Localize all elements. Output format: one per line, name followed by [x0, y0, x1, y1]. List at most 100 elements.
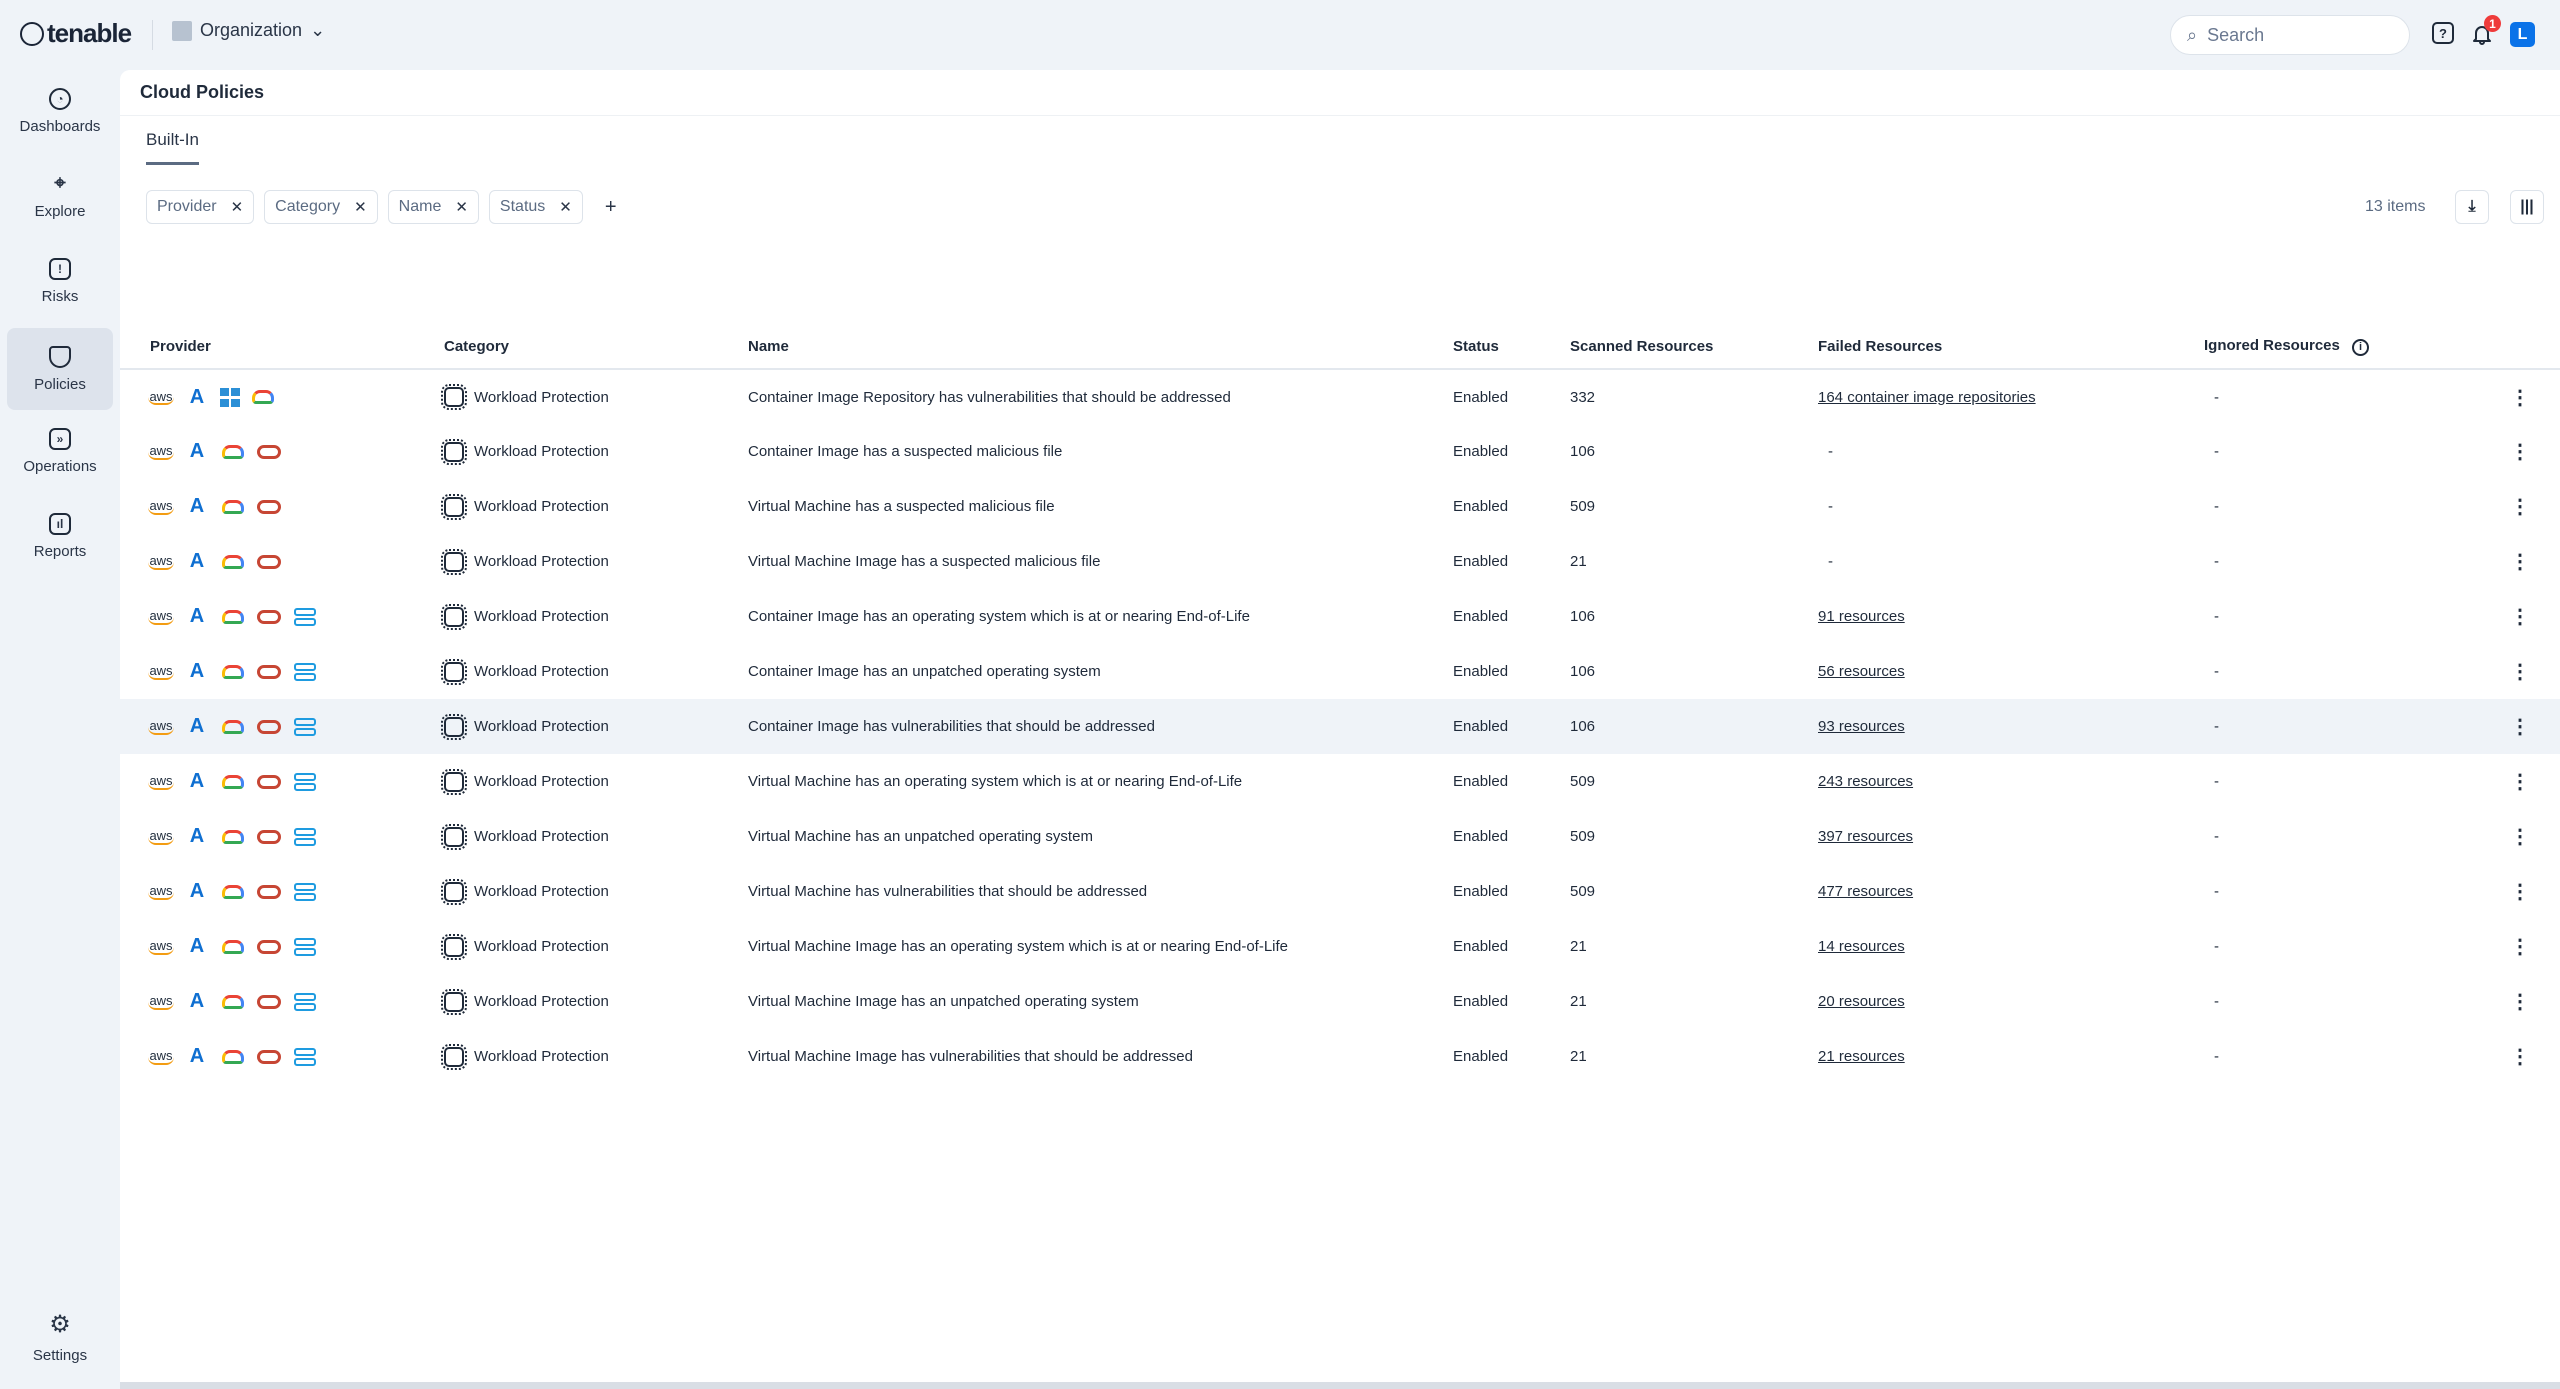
col-ignored[interactable]: Ignored Resources i	[2204, 324, 2480, 370]
failed-resources-link[interactable]: 91 resources	[1818, 608, 1905, 625]
table-row[interactable]: aws A Workload Protection Container Image…	[120, 369, 2560, 424]
failed-resources-link[interactable]: 243 resources	[1818, 773, 1914, 790]
sidebar-item-settings[interactable]: ⚙ Settings	[7, 1296, 113, 1378]
sidebar-item-policies[interactable]: Policies	[7, 328, 113, 410]
tab-built-in[interactable]: Built-In	[146, 130, 199, 165]
table-row[interactable]: aws A Workload Protection Virtual Machine…	[120, 479, 2560, 534]
col-failed[interactable]: Failed Resources	[1818, 324, 2204, 370]
failed-resources-link[interactable]: 397 resources	[1818, 828, 1914, 845]
gcp-icon	[220, 497, 246, 517]
row-actions-menu-icon[interactable]: ⋮	[2510, 881, 2530, 903]
filter-chip-category[interactable]: Category ✕	[264, 190, 378, 224]
ignored-cell: -	[2214, 663, 2219, 680]
failed-resources-link[interactable]: 164 container image repositories	[1818, 388, 2036, 406]
azure-icon: A	[189, 550, 205, 572]
table-row[interactable]: aws A Workload Protection Virtual Machine…	[120, 1029, 2560, 1084]
name-cell[interactable]: Container Image has an unpatched operati…	[748, 663, 1101, 680]
row-actions-menu-icon[interactable]: ⋮	[2480, 699, 2560, 754]
sidebar-item-risks[interactable]: ! Risks	[7, 240, 113, 322]
tenable-logo[interactable]: tenable	[20, 18, 132, 49]
row-actions-menu-icon[interactable]: ⋮	[2510, 386, 2530, 409]
failed-cell: -	[1818, 424, 2204, 479]
close-icon[interactable]: ✕	[559, 199, 572, 216]
row-actions-menu-icon[interactable]: ⋮	[2510, 771, 2530, 793]
scanned-cell: 21	[1570, 938, 1587, 955]
name-cell[interactable]: Virtual Machine has vulnerabilities that…	[748, 883, 1148, 900]
columns-button[interactable]: |||	[2510, 190, 2544, 224]
col-status[interactable]: Status	[1453, 324, 1570, 370]
table-row[interactable]: aws A Workload Protection Virtual Machine…	[120, 919, 2560, 974]
download-button[interactable]: ⤓	[2455, 190, 2489, 224]
name-cell[interactable]: Virtual Machine Image has an unpatched o…	[748, 993, 1139, 1010]
name-cell[interactable]: Virtual Machine has an unpatched operati…	[748, 828, 1093, 845]
search-input[interactable]: ⌕ Search	[2170, 15, 2410, 55]
oracle-icon	[256, 882, 282, 902]
info-icon[interactable]: i	[2352, 338, 2370, 356]
table-row[interactable]: aws A Workload Protection Container Image…	[120, 589, 2560, 644]
failed-resources-link[interactable]: 21 resources	[1818, 1048, 1905, 1065]
col-name[interactable]: Name	[748, 324, 1453, 370]
organization-selector[interactable]: Organization ⌄	[172, 20, 325, 41]
gcp-icon	[220, 717, 246, 737]
col-category[interactable]: Category	[444, 324, 748, 370]
ignored-cell: -	[2204, 699, 2480, 754]
add-filter-button[interactable]: +	[604, 195, 617, 218]
sidebar-item-explore[interactable]: ⌖ Explore	[7, 155, 113, 237]
filter-chip-name[interactable]: Name ✕	[387, 190, 479, 224]
row-actions-menu-icon[interactable]: ⋮	[2510, 991, 2530, 1013]
row-actions-menu-icon[interactable]: ⋮	[2510, 551, 2530, 573]
col-provider[interactable]: Provider	[120, 324, 444, 370]
top-bar: tenable Organization ⌄ ⌕ Search ? 1 L	[0, 0, 2560, 70]
name-cell[interactable]: Container Image has an operating system …	[748, 608, 1250, 625]
name-cell[interactable]: Virtual Machine Image has a suspected ma…	[748, 553, 1101, 570]
row-actions-menu-icon[interactable]: ⋮	[2510, 1046, 2530, 1068]
avatar[interactable]: L	[2510, 22, 2535, 47]
table-row[interactable]: aws A Workload Protection Virtual Machine…	[120, 754, 2560, 809]
close-icon[interactable]: ✕	[354, 199, 367, 216]
failed-resources-link[interactable]: 14 resources	[1818, 938, 1905, 955]
table-row[interactable]: aws A Workload Protection Virtual Machine…	[120, 534, 2560, 589]
table-row[interactable]: aws A Workload Protection Container Image…	[120, 644, 2560, 699]
name-cell[interactable]: Container Image has a suspected maliciou…	[748, 443, 1063, 460]
table-row[interactable]: aws A Workload Protection Virtual Machine…	[120, 809, 2560, 864]
name-cell[interactable]: Virtual Machine Image has vulnerabilitie…	[748, 1048, 1193, 1065]
col-scanned[interactable]: Scanned Resources	[1570, 324, 1818, 370]
row-actions-menu-icon[interactable]: ⋮	[2510, 936, 2530, 958]
status-cell: Enabled	[1453, 663, 1509, 680]
sidebar-item-dashboards[interactable]: ◔ Dashboards	[7, 70, 113, 152]
sidebar-label: Reports	[33, 542, 87, 560]
close-icon[interactable]: ✕	[230, 199, 244, 216]
name-cell[interactable]: Container Image has vulnerabilities that…	[748, 699, 1453, 754]
scanned-cell: 106	[1570, 443, 1596, 460]
sidebar-item-reports[interactable]: ıl Reports	[7, 495, 113, 577]
sidebar-item-operations[interactable]: » Operations	[7, 410, 113, 492]
name-cell[interactable]: Virtual Machine Image has an operating s…	[748, 938, 1289, 955]
failed-resources-link[interactable]: 477 resources	[1818, 883, 1914, 900]
failed-resources-link[interactable]: 56 resources	[1818, 663, 1905, 680]
gcp-icon	[220, 1047, 246, 1067]
table-row[interactable]: aws A Workload Protection Container Image…	[120, 699, 2560, 754]
azure-icon: A	[189, 990, 205, 1012]
failed-resources-link[interactable]: 93 resources	[1818, 718, 1905, 735]
provider-cell: aws A	[120, 864, 444, 919]
table-row[interactable]: aws A Workload Protection Virtual Machine…	[120, 864, 2560, 919]
cpu-chip-icon	[441, 878, 467, 905]
row-actions-menu-icon[interactable]: ⋮	[2510, 606, 2530, 628]
row-actions-menu-icon[interactable]: ⋮	[2510, 661, 2530, 683]
filter-chip-status[interactable]: Status ✕	[488, 190, 583, 224]
name-cell[interactable]: Container Image Repository has vulnerabi…	[748, 388, 1231, 406]
row-actions-menu-icon[interactable]: ⋮	[2510, 441, 2530, 463]
provider-cell: aws A	[120, 589, 444, 644]
failed-resources-link[interactable]: 20 resources	[1818, 993, 1905, 1010]
name-cell[interactable]: Virtual Machine has a suspected maliciou…	[748, 498, 1055, 515]
help-icon[interactable]: ?	[2432, 22, 2454, 44]
table-row[interactable]: aws A Workload Protection Container Image…	[120, 424, 2560, 479]
category-text: Workload Protection	[474, 663, 609, 680]
row-actions-menu-icon[interactable]: ⋮	[2510, 496, 2530, 518]
close-icon[interactable]: ✕	[455, 199, 468, 216]
name-cell[interactable]: Virtual Machine has an operating system …	[748, 773, 1243, 790]
horizontal-scrollbar[interactable]	[120, 1382, 2560, 1389]
row-actions-menu-icon[interactable]: ⋮	[2510, 826, 2530, 848]
table-row[interactable]: aws A Workload Protection Virtual Machine…	[120, 974, 2560, 1029]
filter-chip-provider[interactable]: Provider ✕	[146, 190, 255, 224]
